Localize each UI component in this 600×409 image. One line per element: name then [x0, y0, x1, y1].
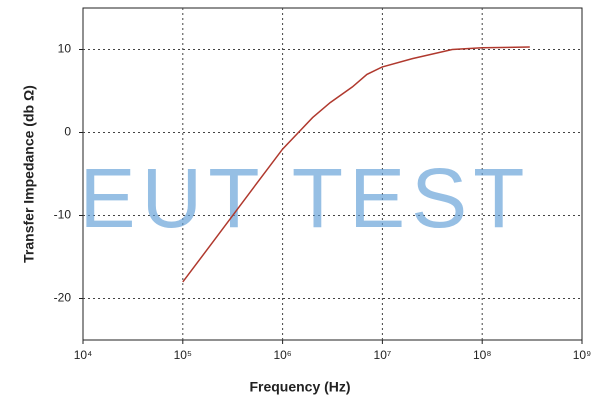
y-tick-label: -20 [54, 291, 72, 305]
y-tick-label: 0 [64, 125, 71, 139]
x-tick-label: 10⁶ [273, 348, 291, 362]
watermark: EUT TEST [80, 151, 531, 245]
x-tick-label: 10⁴ [74, 348, 93, 362]
y-tick-label: -10 [54, 208, 72, 222]
plot-area [82, 7, 583, 341]
x-tick-label: 10⁹ [573, 348, 592, 362]
y-axis-label: Transfer Impedance (db Ω) [21, 85, 37, 263]
y-tick-label: 10 [58, 42, 72, 56]
x-tick-label: 10⁸ [473, 348, 491, 362]
x-axis-label: Frequency (Hz) [249, 379, 350, 395]
x-tick-label: 10⁵ [174, 348, 192, 362]
x-tick-label: 10⁷ [374, 348, 392, 362]
line-series [182, 46, 530, 283]
